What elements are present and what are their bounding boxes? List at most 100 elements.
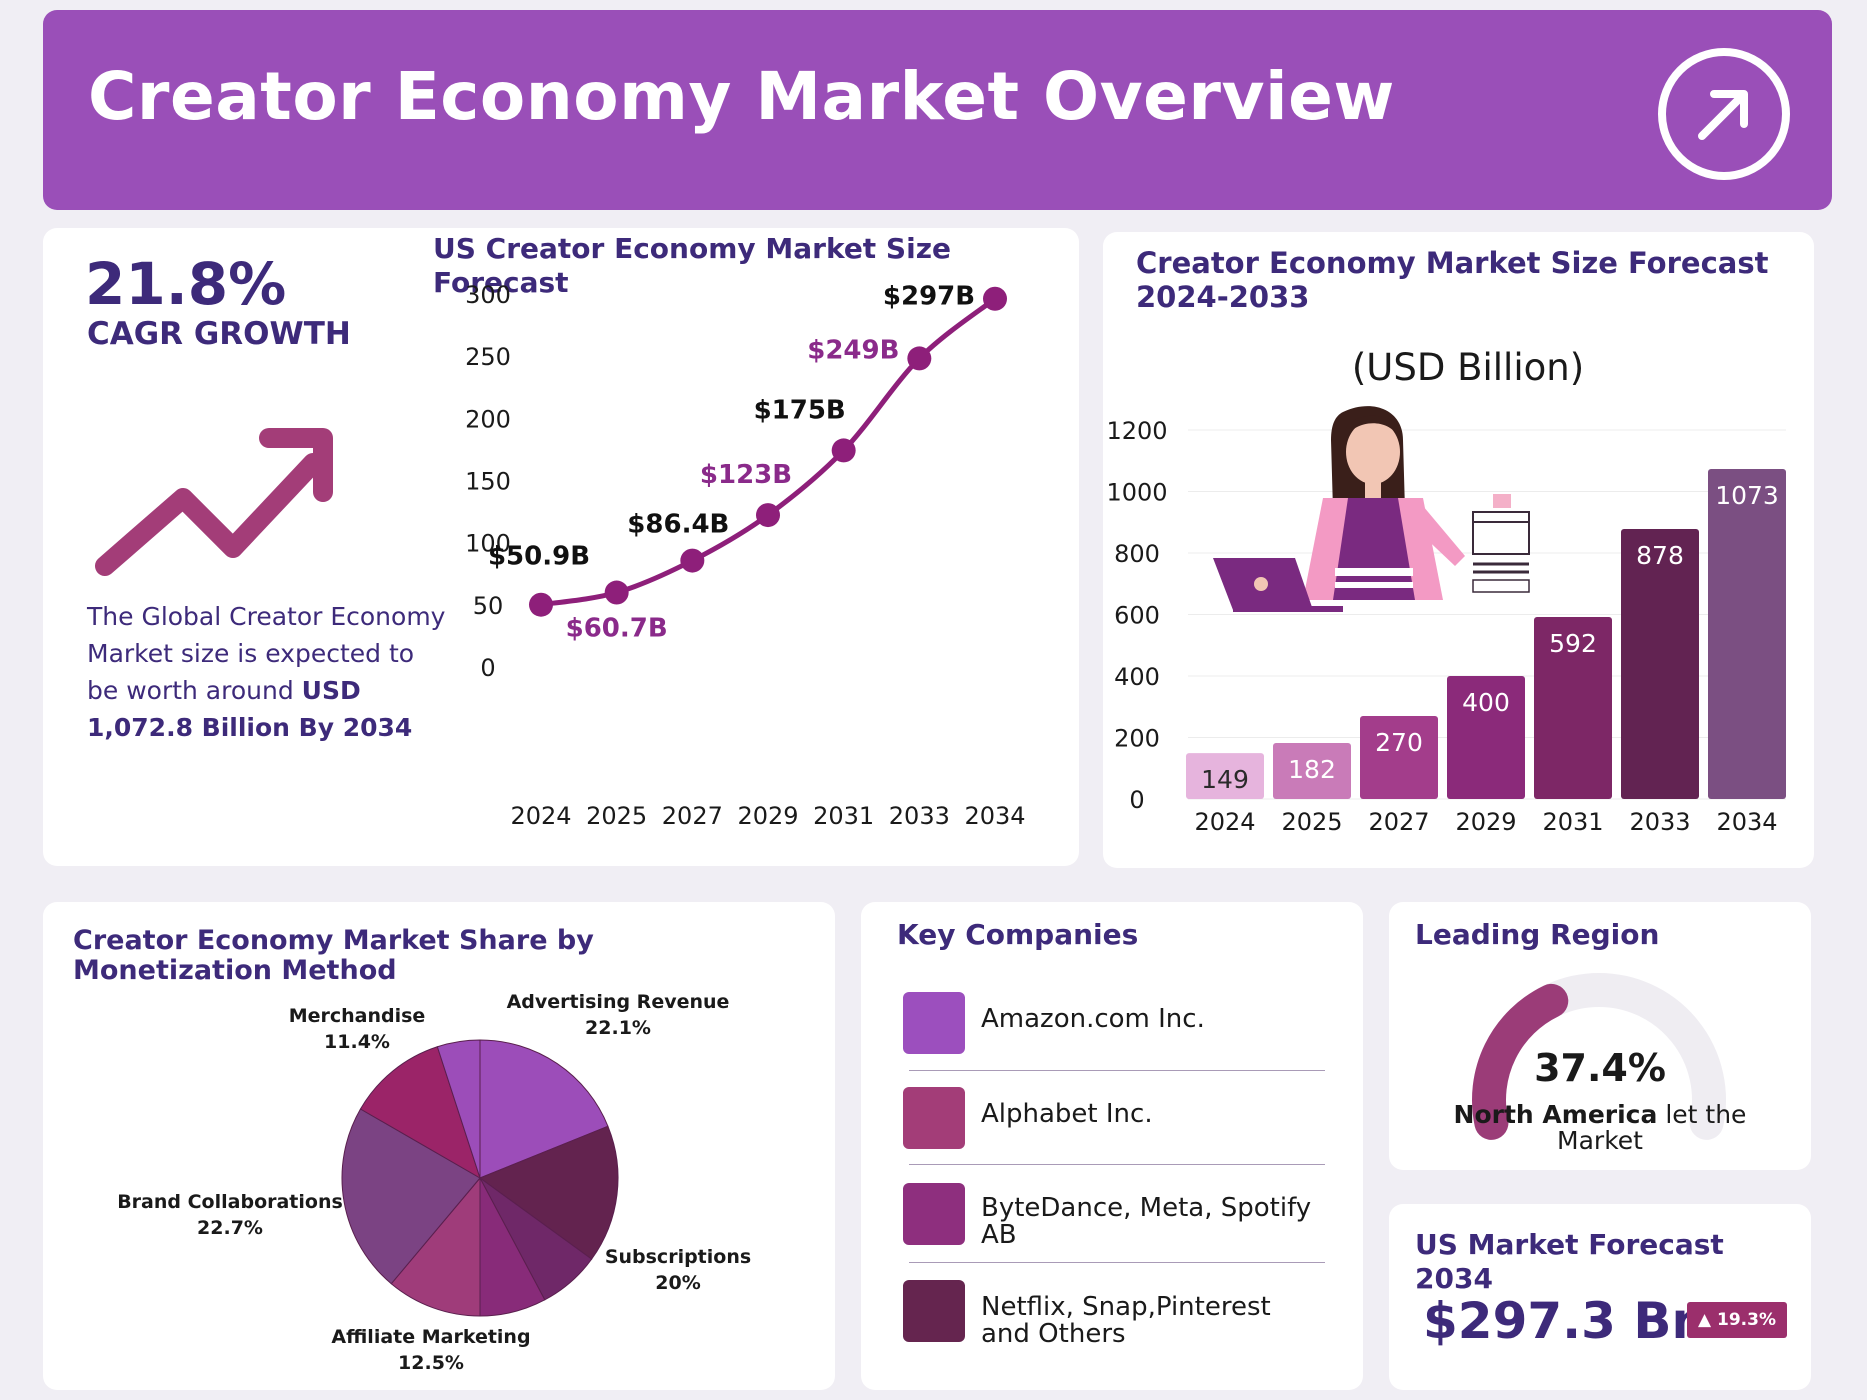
x-tick-label: 2025 xyxy=(586,802,647,830)
bar xyxy=(1186,753,1264,799)
data-label: $50.9B xyxy=(488,542,590,572)
line-chart-title: US Creator Economy Market Size Forecast xyxy=(433,232,951,299)
pie-value-label: 20% xyxy=(655,1272,700,1294)
pie-slice xyxy=(478,1125,619,1260)
bar xyxy=(1534,616,1612,799)
x-tick-label: 2025 xyxy=(1281,808,1342,836)
pie-label: Brand Collaborations xyxy=(117,1191,343,1213)
cagr-value: 21.8% xyxy=(85,250,287,318)
company-name: Netflix, Snap,Pinterest and Others xyxy=(981,1292,1271,1349)
company-name: ByteDance, Meta, Spotify AB xyxy=(981,1193,1312,1250)
bar-value-label: 878 xyxy=(1636,541,1684,570)
pie-value-label: 22.1% xyxy=(585,1017,651,1039)
us-market-card: US Market Forecast 2034 $297.3 Bn ▲ 19.3… xyxy=(1389,1204,1811,1390)
pie-chart-title: Creator Economy Market Share by Monetiza… xyxy=(73,925,594,986)
y-tick-label: 150 xyxy=(465,468,511,496)
series-line xyxy=(540,296,997,608)
pie-value-label: 12.5% xyxy=(398,1352,464,1374)
pie-slice xyxy=(341,1108,481,1285)
pie-label: Subscriptions xyxy=(605,1246,751,1268)
y-tick-label: 250 xyxy=(465,343,511,371)
data-label: $297B xyxy=(883,282,975,312)
y-tick-label: 100 xyxy=(465,530,511,558)
y-tick-label: 0 xyxy=(1129,786,1144,814)
y-tick-label: 1200 xyxy=(1106,417,1167,445)
pie-slice xyxy=(479,1039,609,1179)
bar-forecast-card: Creator Economy Market Size Forecast 202… xyxy=(1103,232,1814,868)
x-tick-label: 2024 xyxy=(510,802,571,830)
y-tick-label: 1000 xyxy=(1106,479,1167,507)
region-caption: North America let the Market xyxy=(1409,1102,1791,1154)
y-tick-label: 300 xyxy=(465,281,511,309)
x-tick-label: 2031 xyxy=(813,802,874,830)
bar xyxy=(1708,469,1786,799)
region-title: Leading Region xyxy=(1415,918,1660,951)
y-tick-label: 200 xyxy=(1114,725,1160,753)
company-swatch xyxy=(903,992,965,1054)
pie-value-label: 11.4% xyxy=(324,1031,390,1053)
growth-badge-value: 19.3% xyxy=(1717,1310,1776,1330)
header-banner: Creator Economy Market Overview xyxy=(43,10,1832,210)
region-card: Leading Region 37.4% North America let t… xyxy=(1389,902,1811,1170)
bar-value-label: 182 xyxy=(1288,755,1336,784)
triangle-up-icon: ▲ xyxy=(1698,1310,1717,1330)
x-tick-label: 2031 xyxy=(1542,808,1603,836)
bar-value-label: 400 xyxy=(1462,688,1510,717)
region-name: North America xyxy=(1453,1100,1658,1129)
y-tick-label: 200 xyxy=(465,405,511,433)
region-percent: 37.4% xyxy=(1534,1046,1666,1090)
bar-chart-subtitle: (USD Billion) xyxy=(1351,346,1585,389)
x-tick-label: 2033 xyxy=(1629,808,1690,836)
region-rest-2: Market xyxy=(1557,1126,1643,1155)
company-divider xyxy=(909,1262,1325,1263)
page-title: Creator Economy Market Overview xyxy=(88,58,1395,135)
company-divider xyxy=(909,1164,1325,1165)
companies-card: Key Companies Amazon.com Inc. Alphabet I… xyxy=(861,902,1363,1390)
bar-chart: 0 200 400 600 800 1000 1200 149 2024 182 2025 270 20… xyxy=(1106,417,1786,836)
company-swatch xyxy=(903,1183,965,1245)
y-tick-label: 800 xyxy=(1114,540,1160,568)
pie-slice xyxy=(359,1046,481,1180)
cagr-label: CAGR GROWTH xyxy=(87,316,351,352)
bar xyxy=(1621,529,1699,799)
monetization-card: Creator Economy Market Share by Monetiza… xyxy=(43,902,835,1390)
pie-label: Merchandise xyxy=(289,1005,426,1027)
region-gauge xyxy=(1472,973,1726,1140)
x-tick-label: 2024 xyxy=(1194,808,1255,836)
bar xyxy=(1447,676,1525,799)
arrow-up-right-icon[interactable] xyxy=(1658,48,1790,180)
company-row-1: Amazon.com Inc. xyxy=(903,992,1323,1054)
growth-badge: ▲ 19.3% xyxy=(1687,1302,1787,1338)
x-tick-label: 2029 xyxy=(737,802,798,830)
x-tick-label: 2027 xyxy=(1368,808,1429,836)
x-tick-label: 2029 xyxy=(1455,808,1516,836)
bar-value-label: 1073 xyxy=(1715,481,1779,510)
region-rest-1: let the xyxy=(1657,1100,1747,1129)
gauge-fill xyxy=(1472,983,1569,1140)
bar-chart-title: Creator Economy Market Size Forecast 202… xyxy=(1136,246,1769,314)
us-forecast-card: 21.8% CAGR GROWTH The Global Creator Eco… xyxy=(43,228,1079,866)
cagr-description: The Global Creator Economy Market size i… xyxy=(87,598,447,746)
companies-title: Key Companies xyxy=(897,918,1139,951)
pie-slice xyxy=(436,1039,481,1179)
data-point xyxy=(983,286,1007,311)
y-tick-label: 50 xyxy=(473,592,504,620)
data-label: $175B xyxy=(754,395,846,425)
bar xyxy=(1273,743,1351,799)
data-point xyxy=(529,592,553,617)
bar-value-label: 149 xyxy=(1201,765,1249,794)
data-point xyxy=(907,346,932,371)
company-swatch xyxy=(903,1087,965,1149)
data-label: $249B xyxy=(807,335,899,365)
y-tick-label: 0 xyxy=(480,654,495,682)
x-tick-label: 2033 xyxy=(889,802,950,830)
y-tick-label: 600 xyxy=(1114,602,1160,630)
company-divider xyxy=(909,1070,1325,1071)
pie-value-label: 22.7% xyxy=(197,1217,263,1239)
pie-slice xyxy=(390,1176,481,1317)
x-tick-label: 2027 xyxy=(662,802,723,830)
company-row-4: Netflix, Snap,Pinterest and Others xyxy=(903,1280,1323,1348)
trend-up-arrow-icon xyxy=(95,428,333,576)
pie-chart: Advertising Revenue 22.1% Subscriptions 20%… xyxy=(117,991,751,1374)
data-point xyxy=(756,503,780,528)
